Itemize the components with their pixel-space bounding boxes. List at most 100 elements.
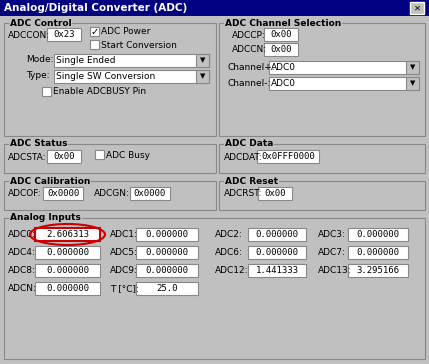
- Text: 0.000000: 0.000000: [46, 284, 89, 293]
- Text: ADC6:: ADC6:: [215, 248, 243, 257]
- Bar: [4, 144, 216, 173]
- Text: Channel-:: Channel-:: [228, 79, 272, 87]
- Text: 0.000000: 0.000000: [356, 248, 399, 257]
- Text: 0x0FFF0000: 0x0FFF0000: [261, 152, 315, 161]
- Bar: [410, 2, 424, 14]
- Bar: [269, 61, 419, 74]
- Text: ADC4:: ADC4:: [8, 248, 36, 257]
- Text: 0.000000: 0.000000: [356, 230, 399, 239]
- Text: 0x00: 0x00: [53, 152, 75, 161]
- Bar: [0, 0, 429, 16]
- Bar: [47, 150, 81, 163]
- Text: ADCCN:: ADCCN:: [232, 46, 267, 55]
- Bar: [269, 77, 419, 90]
- Text: ADC Calibration: ADC Calibration: [10, 177, 91, 186]
- Text: Analog Inputs: Analog Inputs: [10, 214, 81, 222]
- Bar: [54, 70, 209, 83]
- Bar: [248, 228, 306, 241]
- Text: 0x00: 0x00: [264, 189, 286, 198]
- Bar: [35, 264, 100, 277]
- Text: ▼: ▼: [200, 74, 205, 79]
- Text: ✕: ✕: [414, 4, 420, 12]
- Bar: [47, 28, 81, 41]
- Bar: [95, 150, 104, 159]
- Text: ADC Power: ADC Power: [101, 28, 151, 36]
- Text: ADC3:: ADC3:: [318, 230, 346, 239]
- Text: ADC0: ADC0: [271, 79, 296, 88]
- Text: 0.000000: 0.000000: [145, 248, 188, 257]
- Text: ▼: ▼: [200, 58, 205, 63]
- Text: 0x23: 0x23: [53, 30, 75, 39]
- Bar: [219, 181, 425, 210]
- Bar: [264, 28, 298, 41]
- Bar: [406, 77, 419, 90]
- Text: ADCGN:: ADCGN:: [94, 190, 130, 198]
- Text: 0.000000: 0.000000: [46, 266, 89, 275]
- Text: ADCSTA:: ADCSTA:: [8, 153, 46, 162]
- Bar: [4, 23, 216, 136]
- Bar: [136, 264, 198, 277]
- Text: 0.000000: 0.000000: [256, 230, 299, 239]
- Text: 2.606313: 2.606313: [46, 230, 89, 239]
- Bar: [90, 27, 99, 36]
- Bar: [42, 87, 51, 96]
- Text: ADC8:: ADC8:: [8, 266, 36, 275]
- Text: 0.000000: 0.000000: [145, 266, 188, 275]
- Text: ADC0:: ADC0:: [8, 230, 36, 239]
- Bar: [136, 228, 198, 241]
- Bar: [248, 264, 306, 277]
- Bar: [136, 282, 198, 295]
- Bar: [90, 40, 99, 49]
- Bar: [406, 61, 419, 74]
- Bar: [4, 218, 425, 359]
- Bar: [130, 187, 170, 200]
- Text: ADCCON:: ADCCON:: [8, 31, 50, 40]
- Text: 25.0: 25.0: [156, 284, 178, 293]
- Bar: [196, 70, 209, 83]
- Bar: [264, 43, 298, 56]
- Text: ADC Control: ADC Control: [10, 19, 72, 28]
- Text: ADC5:: ADC5:: [110, 248, 138, 257]
- Text: 0.000000: 0.000000: [145, 230, 188, 239]
- Bar: [348, 246, 408, 259]
- Text: Single SW Conversion: Single SW Conversion: [56, 72, 155, 81]
- Text: ADC12:: ADC12:: [215, 266, 248, 275]
- Text: 0x00: 0x00: [270, 30, 292, 39]
- Text: ADC0: ADC0: [271, 63, 296, 72]
- Text: 1.441333: 1.441333: [256, 266, 299, 275]
- Bar: [4, 181, 216, 210]
- Bar: [248, 246, 306, 259]
- Bar: [35, 228, 100, 241]
- Text: ADC1:: ADC1:: [110, 230, 138, 239]
- Text: ADC9:: ADC9:: [110, 266, 138, 275]
- Bar: [348, 264, 408, 277]
- Text: Type:: Type:: [26, 71, 50, 80]
- Text: ▼: ▼: [410, 64, 415, 71]
- Text: 0.000000: 0.000000: [46, 248, 89, 257]
- Text: ADC2:: ADC2:: [215, 230, 243, 239]
- Text: ADCCP:: ADCCP:: [232, 31, 266, 40]
- Bar: [54, 54, 209, 67]
- Text: ADC Busy: ADC Busy: [106, 151, 150, 161]
- Bar: [35, 246, 100, 259]
- Text: Channel+:: Channel+:: [228, 63, 275, 71]
- Text: 0x0000: 0x0000: [134, 189, 166, 198]
- Text: ✓: ✓: [91, 27, 99, 36]
- Text: T [°C]:: T [°C]:: [110, 284, 139, 293]
- Text: Analog/Digital Converter (ADC): Analog/Digital Converter (ADC): [4, 3, 187, 13]
- Text: ADCOF:: ADCOF:: [8, 190, 42, 198]
- Text: Mode:: Mode:: [26, 55, 54, 64]
- Bar: [219, 144, 425, 173]
- Text: ADC Channel Selection: ADC Channel Selection: [225, 19, 341, 28]
- Bar: [196, 54, 209, 67]
- Text: ADCN:: ADCN:: [8, 284, 37, 293]
- Text: Start Conversion: Start Conversion: [101, 40, 177, 50]
- Text: ADCDAT:: ADCDAT:: [224, 153, 263, 162]
- Bar: [35, 282, 100, 295]
- Text: ADC13:: ADC13:: [318, 266, 352, 275]
- Text: ADC7:: ADC7:: [318, 248, 346, 257]
- Bar: [43, 187, 83, 200]
- Text: ▼: ▼: [410, 80, 415, 87]
- Text: ADC Status: ADC Status: [10, 139, 67, 149]
- Text: ADC Reset: ADC Reset: [225, 177, 278, 186]
